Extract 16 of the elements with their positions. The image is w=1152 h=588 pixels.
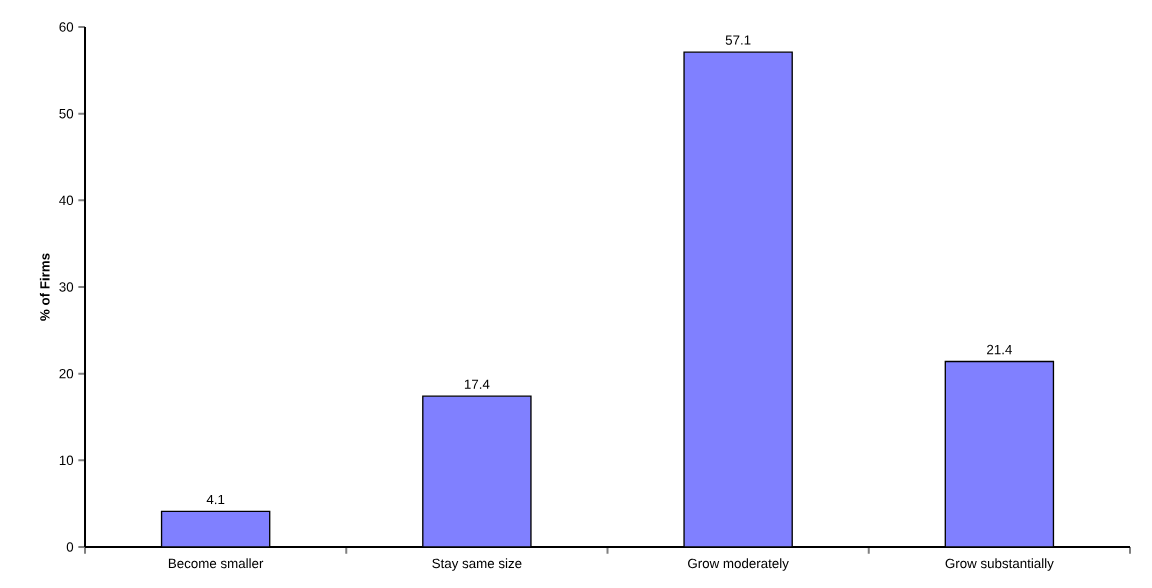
x-tick-label: Stay same size [432, 558, 522, 571]
x-tick-label: Grow substantially [945, 558, 1054, 571]
y-tick-label: 40 [59, 195, 74, 206]
y-tick-label: 10 [59, 455, 74, 466]
x-tick-label: Grow moderately [688, 558, 789, 571]
y-axis-title: % of Firms [39, 253, 50, 321]
data-label: 4.1 [206, 494, 225, 505]
y-tick-label: 0 [66, 542, 74, 552]
y-tick-label: 60 [59, 22, 74, 32]
data-label: 57.1 [725, 35, 751, 45]
data-label: 17.4 [464, 379, 490, 389]
y-tick-label: 20 [59, 368, 74, 379]
data-label: 21.4 [987, 344, 1012, 355]
y-tick-label: 30 [59, 282, 74, 292]
y-tick-label: 50 [59, 108, 74, 119]
x-tick-label: Become smaller [168, 558, 264, 569]
